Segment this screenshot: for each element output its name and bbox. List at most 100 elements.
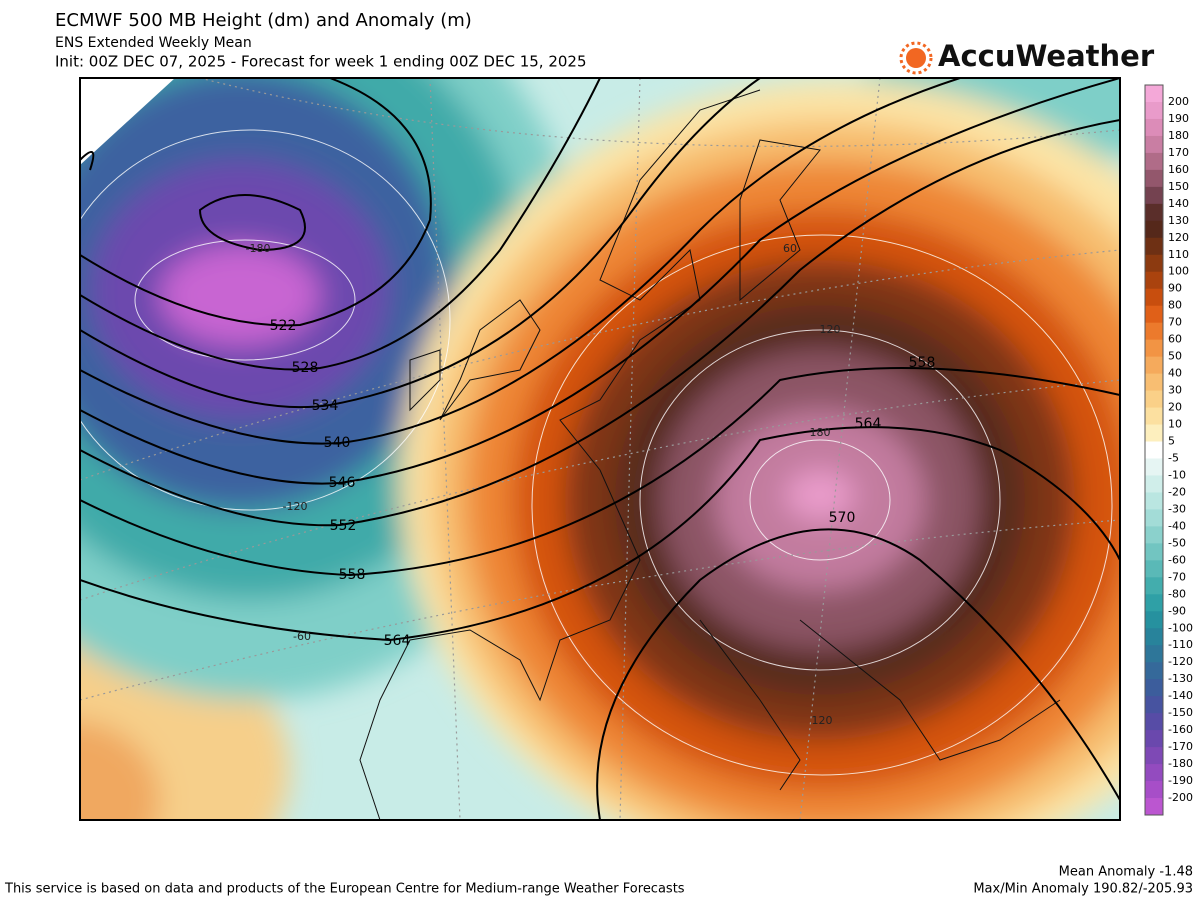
subtitle: ENS Extended Weekly Mean — [55, 35, 252, 51]
colorbar-swatch — [1145, 560, 1163, 578]
colorbar-swatch — [1145, 424, 1163, 443]
colorbar-label: 30 — [1168, 384, 1182, 397]
colorbar-label: -140 — [1168, 689, 1193, 702]
brand: AccuWeather — [938, 39, 1155, 73]
colorbar-label: 180 — [1168, 129, 1189, 142]
colorbar-label: -100 — [1168, 621, 1193, 634]
colorbar-swatch — [1145, 492, 1163, 510]
colorbar-swatch — [1145, 101, 1163, 120]
colorbar-label: 150 — [1168, 180, 1189, 193]
colorbar-label: -10 — [1168, 468, 1186, 481]
max-min-anomaly: Max/Min Anomaly 190.82/-205.93 — [973, 882, 1193, 897]
colorbar-label: 5 — [1168, 435, 1175, 448]
colorbar-swatch — [1145, 679, 1163, 697]
colorbar-label: -130 — [1168, 672, 1193, 685]
logo: AccuWeather — [899, 39, 1155, 75]
colorbar-swatch — [1145, 475, 1163, 493]
colorbar-swatch — [1145, 339, 1163, 358]
colorbar-swatch — [1145, 152, 1163, 171]
colorbar-swatch — [1145, 186, 1163, 205]
anomaly-label: 120 — [812, 714, 833, 727]
colorbar-swatch — [1145, 594, 1163, 612]
colorbar-swatch — [1145, 254, 1163, 273]
colorbar-label: 130 — [1168, 214, 1189, 227]
height-label: 570 — [829, 510, 856, 526]
colorbar-swatch — [1145, 220, 1163, 239]
colorbar-swatch — [1145, 611, 1163, 629]
colorbar-label: -20 — [1168, 485, 1186, 498]
colorbar-label: -90 — [1168, 604, 1186, 617]
colorbar-swatch — [1145, 237, 1163, 256]
height-label: 552 — [330, 518, 357, 534]
colorbar-label: -110 — [1168, 638, 1193, 651]
colorbar-swatch — [1145, 764, 1163, 782]
colorbar-label: 20 — [1168, 401, 1182, 414]
colorbar-swatch — [1145, 509, 1163, 527]
colorbar-swatch — [1145, 696, 1163, 714]
colorbar-swatch — [1145, 390, 1163, 409]
anomaly-label: -60 — [293, 630, 311, 643]
height-label: 534 — [312, 398, 339, 414]
title: ECMWF 500 MB Height (dm) and Anomaly (m) — [55, 10, 472, 31]
colorbar-swatch — [1145, 713, 1163, 731]
colorbar-label: 100 — [1168, 265, 1189, 278]
colorbar-label: -190 — [1168, 774, 1193, 787]
graticule — [80, 78, 1120, 820]
colorbar-label: -200 — [1168, 791, 1193, 804]
colorbar-label: 190 — [1168, 112, 1189, 125]
init-line: Init: 00Z DEC 07, 2025 - Forecast for we… — [55, 53, 587, 71]
colorbar-label: 170 — [1168, 146, 1189, 159]
colorbar-swatch — [1145, 135, 1163, 154]
colorbar-swatch — [1145, 407, 1163, 426]
colorbar-label: 120 — [1168, 231, 1189, 244]
colorbar-swatch — [1145, 543, 1163, 561]
colorbar-label: 40 — [1168, 367, 1182, 380]
anomaly-label: -180 — [246, 242, 271, 255]
colorbar-label: 60 — [1168, 333, 1182, 346]
colorbar-swatch — [1145, 628, 1163, 646]
colorbar-label: 110 — [1168, 248, 1189, 261]
colorbar-swatch — [1145, 288, 1163, 307]
colorbar-swatch — [1145, 781, 1163, 799]
colorbar-label: 160 — [1168, 163, 1189, 176]
colorbar-swatch — [1145, 577, 1163, 595]
colorbar-swatch — [1145, 747, 1163, 765]
colorbar-swatch — [1145, 373, 1163, 392]
height-label: 564 — [855, 416, 882, 432]
mean-anomaly: Mean Anomaly -1.48 — [1059, 865, 1193, 880]
colorbar-swatch — [1145, 118, 1163, 137]
colorbar-label: 90 — [1168, 282, 1182, 295]
colorbar-label: -160 — [1168, 723, 1193, 736]
colorbar-label: 140 — [1168, 197, 1189, 210]
colorbar-swatch — [1145, 85, 1163, 103]
height-contours — [80, 78, 1120, 820]
colorbar-label: 10 — [1168, 418, 1182, 431]
colorbar-swatch — [1145, 322, 1163, 341]
colorbar-label: 50 — [1168, 350, 1182, 363]
colorbar-swatch — [1145, 458, 1163, 476]
colorbar-label: -70 — [1168, 570, 1186, 583]
height-label: 558 — [909, 355, 936, 371]
colorbar-label: -30 — [1168, 502, 1186, 515]
anomaly-label: 180 — [810, 426, 831, 439]
colorbar-swatch — [1145, 356, 1163, 375]
map-labels: 522 528 534 540 546 552 558 564 558 564 570 -180 -12… — [246, 242, 936, 727]
anomaly-contours — [80, 129, 1113, 776]
colorbar-swatch — [1145, 526, 1163, 544]
anomaly-label: 120 — [820, 323, 841, 336]
colorbar-swatch — [1145, 798, 1163, 816]
coastline — [359, 89, 1061, 820]
colorbar-label: 80 — [1168, 299, 1182, 312]
colorbar: 200 190 180 170 160 150 140 130 120 110 100 90 80 70 6… — [1144, 84, 1193, 816]
credit: This service is based on data and produc… — [4, 882, 685, 897]
colorbar-label: -180 — [1168, 757, 1193, 770]
colorbar-swatch — [1145, 203, 1163, 222]
height-label: 546 — [329, 475, 356, 491]
colorbar-label: -40 — [1168, 519, 1186, 532]
colorbar-swatch — [1145, 645, 1163, 663]
colorbar-label: -170 — [1168, 740, 1193, 753]
colorbar-label: -5 — [1168, 451, 1179, 464]
